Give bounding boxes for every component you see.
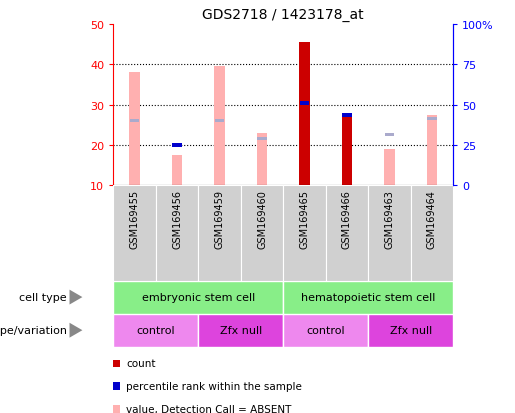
Text: GSM169459: GSM169459: [215, 190, 225, 249]
Text: GSM169466: GSM169466: [342, 190, 352, 248]
Bar: [130, 120, 139, 123]
Bar: [258, 138, 267, 141]
Text: GSM169456: GSM169456: [172, 190, 182, 249]
Bar: [325, 186, 368, 281]
Text: GSM169460: GSM169460: [257, 190, 267, 248]
Bar: [113, 281, 283, 314]
Bar: [172, 156, 182, 186]
Text: hematopoietic stem cell: hematopoietic stem cell: [301, 292, 435, 302]
Text: GSM169464: GSM169464: [427, 190, 437, 248]
Text: embryonic stem cell: embryonic stem cell: [142, 292, 255, 302]
Text: GSM169455: GSM169455: [130, 190, 140, 249]
Bar: [113, 314, 198, 347]
Text: genotype/variation: genotype/variation: [0, 325, 67, 335]
Text: percentile rank within the sample: percentile rank within the sample: [126, 381, 302, 391]
Text: cell type: cell type: [20, 292, 67, 302]
Bar: [427, 118, 437, 121]
Bar: [342, 117, 352, 186]
Bar: [410, 186, 453, 281]
Bar: [215, 120, 224, 123]
Text: GSM169463: GSM169463: [385, 190, 394, 248]
Text: value, Detection Call = ABSENT: value, Detection Call = ABSENT: [126, 404, 291, 413]
Bar: [342, 113, 352, 117]
Bar: [283, 281, 453, 314]
Bar: [241, 186, 283, 281]
Bar: [198, 314, 283, 347]
Title: GDS2718 / 1423178_at: GDS2718 / 1423178_at: [202, 8, 364, 22]
Bar: [385, 134, 394, 137]
Text: Zfx null: Zfx null: [219, 325, 262, 335]
Bar: [129, 73, 140, 186]
Bar: [214, 67, 225, 186]
Text: GSM169465: GSM169465: [300, 190, 310, 249]
Bar: [283, 186, 325, 281]
Bar: [368, 186, 410, 281]
Bar: [113, 186, 156, 281]
Bar: [300, 101, 309, 105]
Bar: [173, 144, 182, 147]
Bar: [156, 186, 198, 281]
Text: control: control: [136, 325, 175, 335]
Text: Zfx null: Zfx null: [389, 325, 432, 335]
Text: count: count: [126, 358, 156, 368]
Bar: [198, 186, 241, 281]
Text: control: control: [306, 325, 345, 335]
Bar: [368, 314, 453, 347]
Bar: [427, 115, 437, 186]
Bar: [384, 150, 394, 186]
Bar: [283, 314, 368, 347]
Bar: [342, 117, 352, 186]
Bar: [299, 43, 310, 186]
Bar: [257, 133, 267, 186]
